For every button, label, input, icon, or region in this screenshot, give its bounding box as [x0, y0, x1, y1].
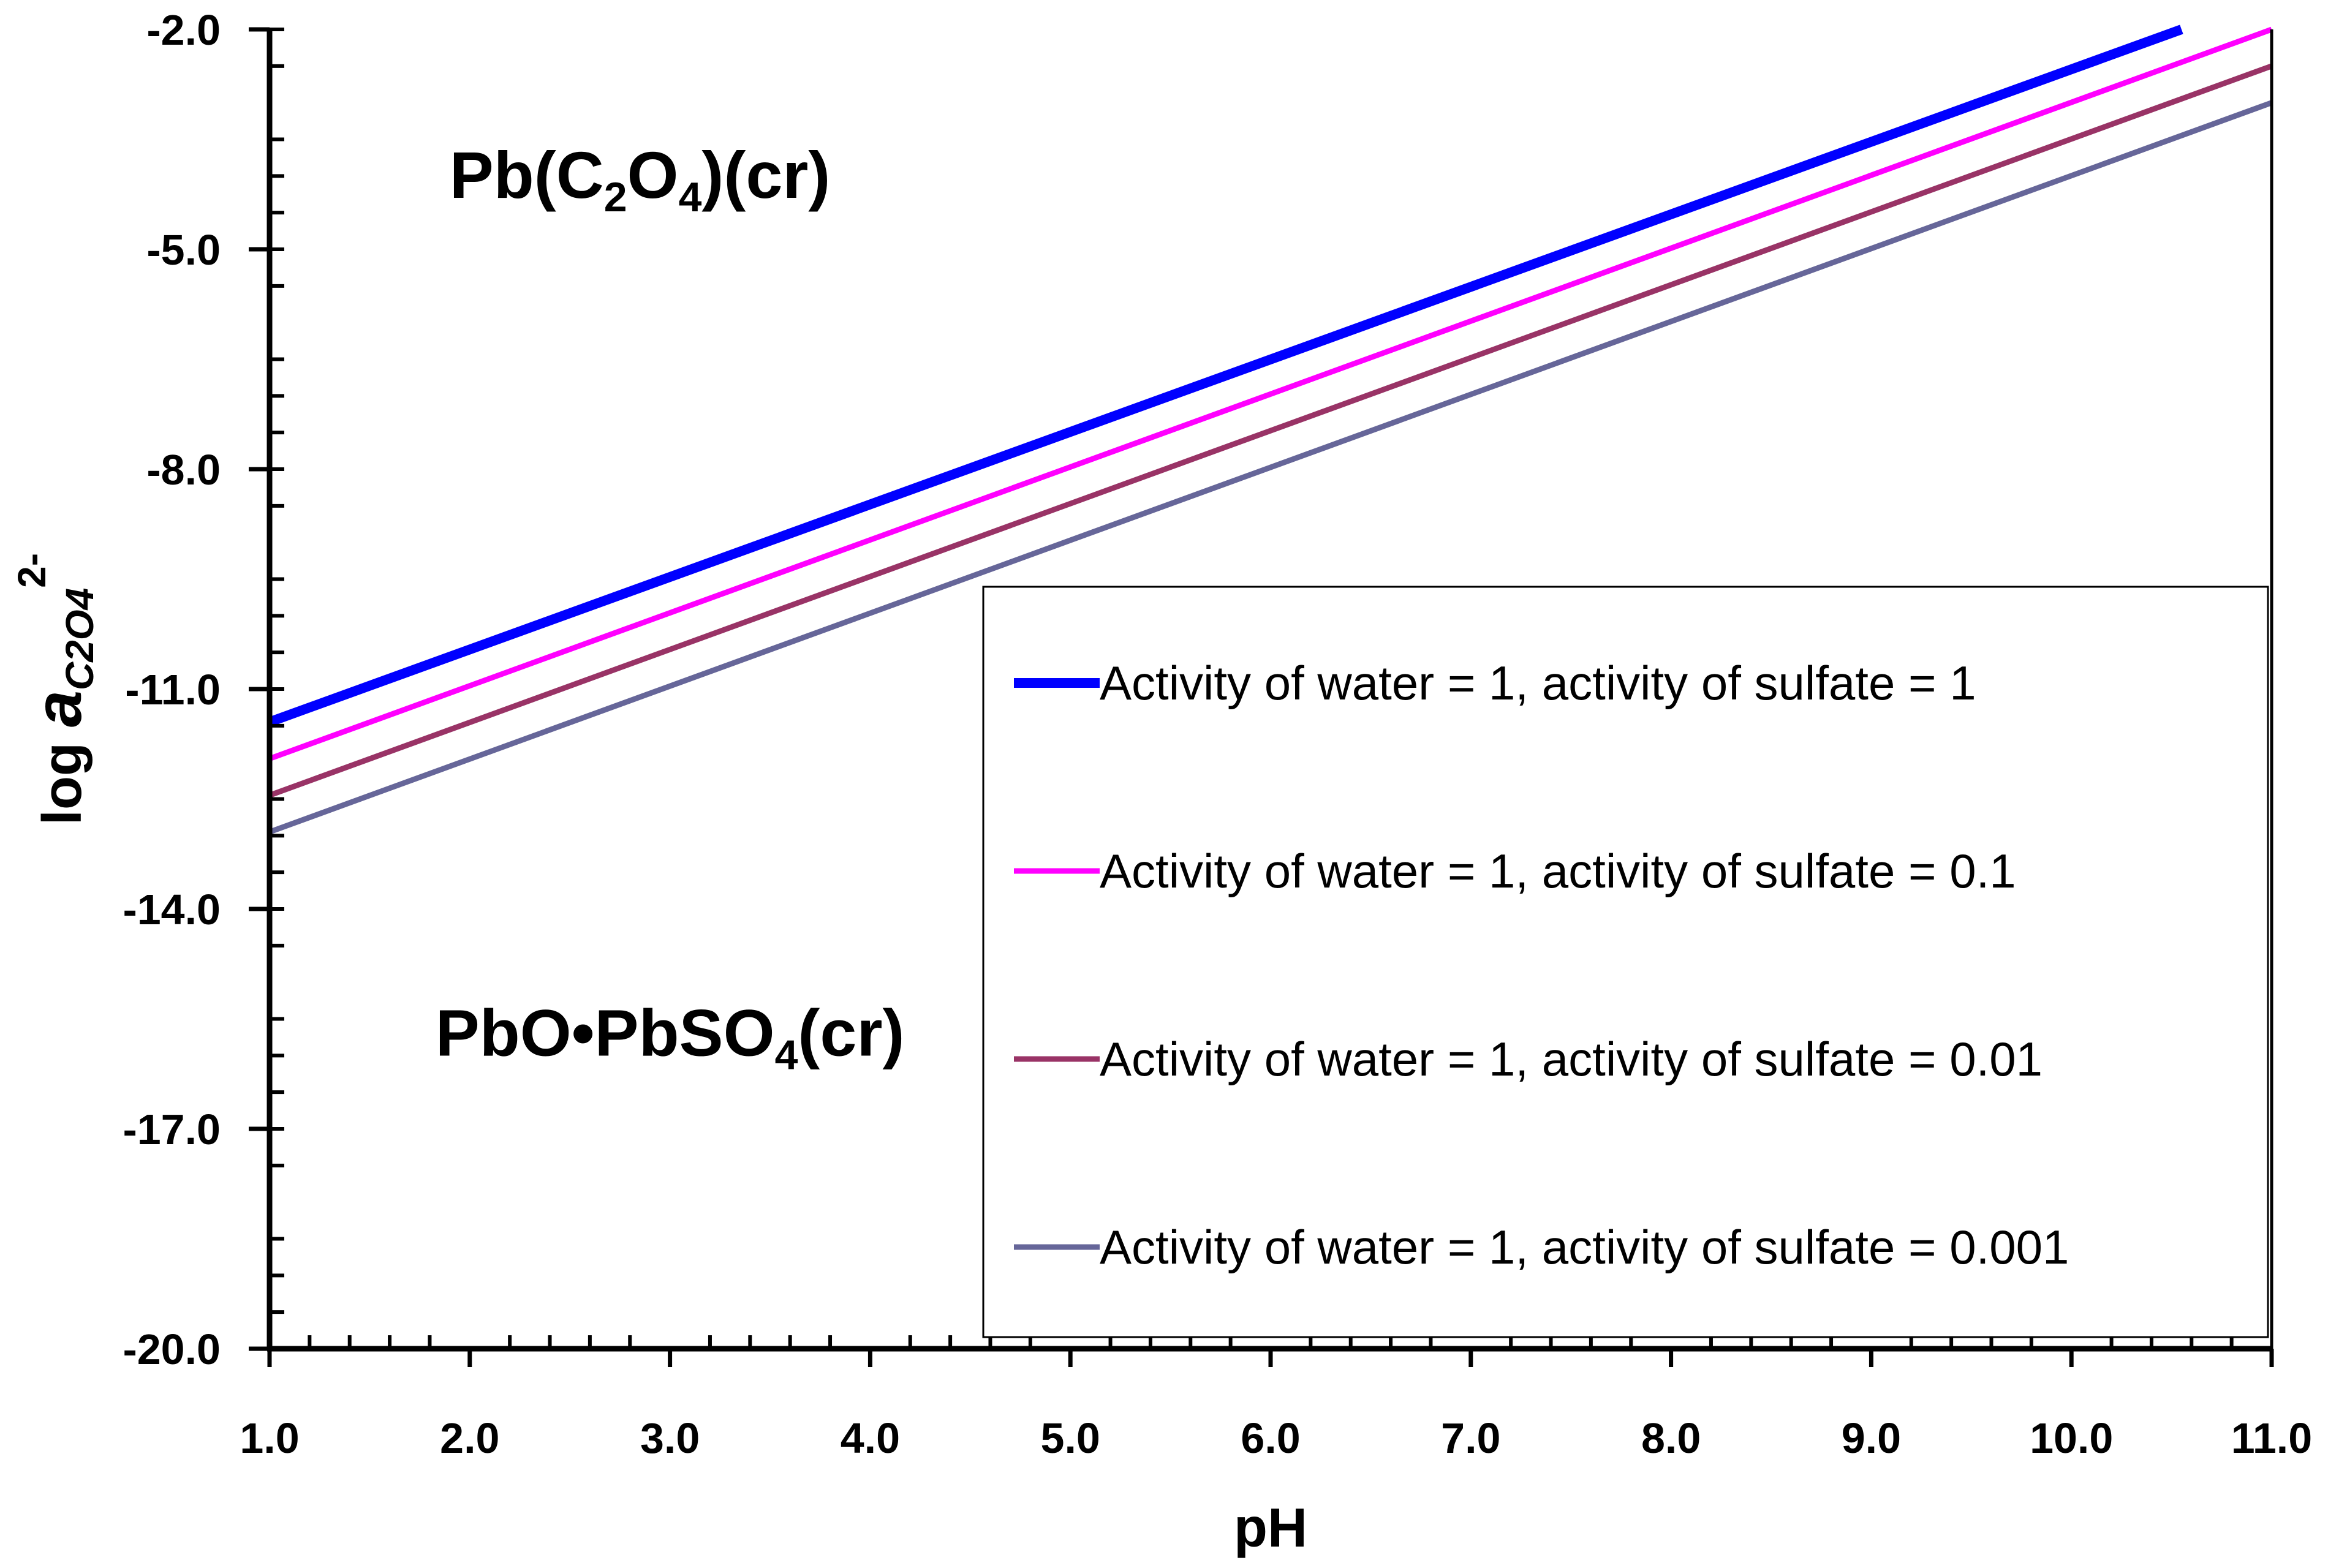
x-tick-label: 4.0 — [841, 1414, 900, 1462]
legend: Activity of water = 1, activity of sulfa… — [982, 586, 2269, 1338]
x-tick-label: 3.0 — [640, 1414, 700, 1462]
x-tick-label: 7.0 — [1441, 1414, 1500, 1462]
x-tick-label: 11.0 — [2231, 1414, 2312, 1462]
region-label-lower: PbO•PbSO4(cr) — [436, 995, 905, 1078]
series-line-4 — [268, 100, 2273, 835]
legend-label: Activity of water = 1, activity of sulfa… — [1100, 1032, 2043, 1086]
x-tick-label: 8.0 — [1641, 1414, 1701, 1462]
x-tick-label: 5.0 — [1041, 1414, 1100, 1462]
y-tick-label: -8.0 — [146, 446, 221, 494]
legend-label: Activity of water = 1, activity of sulfa… — [1100, 1220, 2069, 1274]
series-line-1 — [268, 24, 2183, 727]
y-tick-label: -14.0 — [123, 886, 221, 933]
y-tick-label: -11.0 — [125, 666, 221, 714]
y-tick-label: -2.0 — [146, 6, 221, 54]
x-tick-label: 10.0 — [2030, 1414, 2113, 1462]
region-label-upper: Pb(C2O4)(cr) — [450, 138, 831, 221]
x-tick-label: 9.0 — [1842, 1414, 1901, 1462]
y-tick-label: -17.0 — [123, 1106, 221, 1153]
y-tick-label: -20.0 — [123, 1325, 221, 1373]
x-axis-title: pH — [1234, 1498, 1307, 1559]
x-tick-label: 1.0 — [240, 1414, 299, 1462]
legend-box — [982, 586, 2269, 1338]
legend-label: Activity of water = 1, activity of sulfa… — [1100, 656, 1976, 710]
series-lines — [268, 24, 2273, 835]
x-tick-label: 2.0 — [440, 1414, 499, 1462]
y-tick-label: -5.0 — [146, 226, 221, 274]
annotations: Pb(C2O4)(cr) PbO•PbSO4(cr) — [436, 138, 905, 1078]
legend-label: Activity of water = 1, activity of sulfa… — [1100, 844, 2016, 898]
x-tick-label: 6.0 — [1241, 1414, 1300, 1462]
series-line-2 — [268, 26, 2273, 761]
series-line-3 — [268, 63, 2273, 798]
y-axis-title: log aC2O42- — [10, 553, 102, 825]
axes: -2.0 -5.0 -8.0 -11.0 -14.0 -17.0 -20.0 1.0 2.0 3.… — [10, 6, 2312, 1559]
